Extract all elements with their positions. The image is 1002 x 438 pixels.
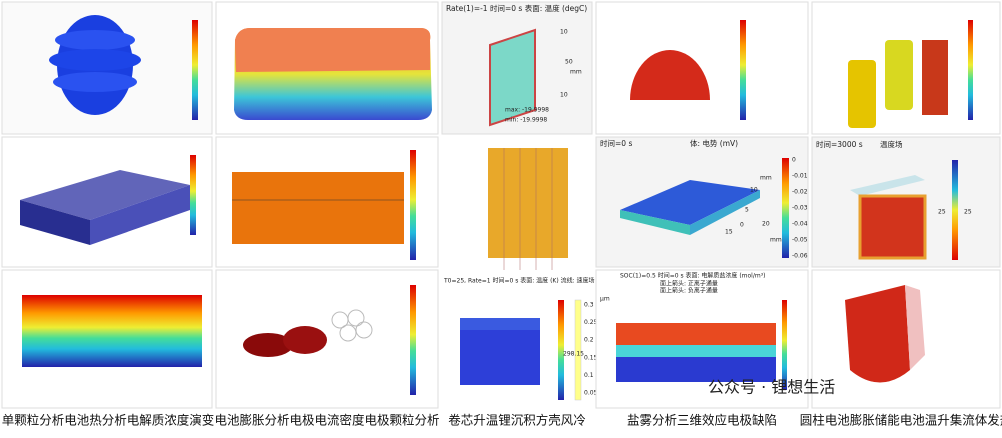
tick-label: 0 bbox=[792, 157, 796, 164]
unit-label: μm bbox=[600, 296, 610, 303]
tick-label: -0.06 bbox=[792, 253, 808, 260]
axis-label: 15 bbox=[725, 229, 733, 236]
axis-label: 5 bbox=[745, 207, 749, 214]
tick-label: -0.01 bbox=[792, 173, 808, 180]
panel-orange-rect bbox=[215, 136, 439, 268]
caption: 单颗粒分析电池热分析电解质浓度演变 bbox=[2, 413, 215, 428]
tick-label: 0.1 bbox=[584, 372, 594, 379]
panel-grid-cells bbox=[1, 136, 213, 268]
max-label: max: -19.9998 bbox=[505, 107, 549, 114]
arrow-label: 面上箭头: 负离子通量 bbox=[660, 287, 718, 295]
panel-title: 温度场 bbox=[880, 139, 903, 149]
panel-cylinder-cut bbox=[811, 269, 1001, 409]
panel-cooling: T0=25, Rate=1 时间=0 s 表面: 温度 (K) 流线: 速度场 … bbox=[442, 270, 598, 408]
axis-label: 10 bbox=[750, 187, 758, 194]
tick-label: 0.15 bbox=[584, 354, 598, 361]
tick-label: 0.05 bbox=[584, 390, 598, 397]
panel-jet-rect bbox=[1, 269, 213, 409]
panel-columns bbox=[442, 137, 592, 270]
temp-label: 298.15 bbox=[563, 351, 584, 358]
axis-label: 20 bbox=[762, 221, 770, 228]
tick-label: 25 bbox=[964, 209, 972, 216]
tick-label: -0.02 bbox=[792, 189, 808, 196]
panel-swelling-box bbox=[215, 1, 439, 135]
panel-prismatic: 时间=3000 s 温度场 25 25 bbox=[811, 136, 1001, 268]
tick-label: -0.03 bbox=[792, 205, 808, 212]
caption: 圆柱电池膨胀储能电池温升集流体发热 bbox=[800, 413, 1002, 428]
panel-cylinders bbox=[811, 1, 1001, 135]
panel-title: Rate(1)=-1 时间=0 s 表面: 温度 (degC) bbox=[446, 3, 587, 13]
axis-label: 10 bbox=[560, 29, 568, 36]
axis-label: mm bbox=[570, 69, 582, 76]
caption: 卷芯升温锂沉积方壳风冷 bbox=[448, 413, 586, 428]
tick-label: -0.04 bbox=[792, 221, 808, 228]
tick-label: 0.2 bbox=[584, 337, 594, 344]
panel-dome bbox=[595, 1, 809, 135]
caption: 盐雾分析三维效应电极缺陷 bbox=[627, 413, 777, 428]
tick-label: -0.05 bbox=[792, 237, 808, 244]
panel-time: 时间=3000 s bbox=[816, 139, 863, 149]
tick-label: 0.3 bbox=[584, 302, 594, 309]
axis-label: 10 bbox=[560, 92, 568, 99]
min-label: min: -19.9998 bbox=[505, 117, 547, 124]
panel-title: 体: 电势 (mV) bbox=[690, 138, 738, 148]
panel-title: T0=25, Rate=1 时间=0 s 表面: 温度 (K) 流线: 速度场 bbox=[443, 277, 595, 285]
panel-time: 时间=0 s bbox=[600, 138, 632, 148]
panel-salt: SOC(1)=0.5 时间=0 s 表面: 电解质盐浓度 (mol/m³) 面上… bbox=[595, 269, 809, 409]
axis-label: 50 bbox=[565, 59, 573, 66]
tick-label: 25 bbox=[938, 209, 946, 216]
axis-label: 0 bbox=[740, 222, 744, 229]
arrow-label: 面上箭头: 正离子通量 bbox=[660, 280, 718, 288]
panel-thermal-plate: Rate(1)=-1 时间=0 s 表面: 温度 (degC) 10 50 mm… bbox=[441, 1, 593, 135]
panel-potential: 时间=0 s 体: 电势 (mV) 0 -0.01 -0.02 -0.03 -0.04 -… bbox=[595, 136, 809, 268]
caption: 电池膨胀分析电极电流密度电极颗粒分析 bbox=[214, 413, 439, 428]
axis-label: mm bbox=[770, 237, 782, 244]
axis-label: mm bbox=[760, 175, 772, 182]
watermark: 公众号 · 锂想生活 bbox=[708, 378, 835, 397]
panel-title: SOC(1)=0.5 时间=0 s 表面: 电解质盐浓度 (mol/m³) bbox=[620, 272, 765, 280]
panel-sphere bbox=[1, 1, 213, 135]
panel-particles bbox=[215, 269, 439, 409]
tick-label: 0.25 bbox=[584, 319, 598, 326]
